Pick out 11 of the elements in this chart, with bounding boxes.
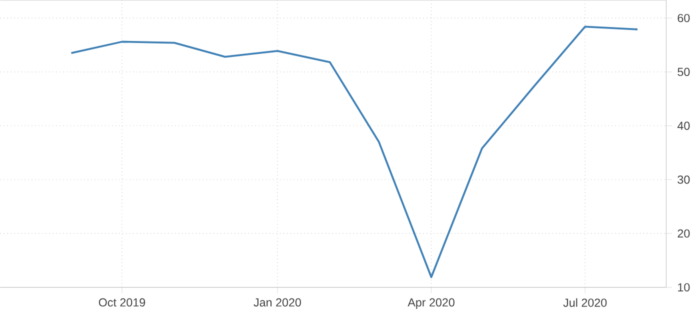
y-tick-label: 10 [678,283,690,292]
x-tick-label: Oct 2019 [98,298,146,307]
line-series [70,26,638,278]
y-tick-label: 20 [678,229,690,238]
x-tick-label: Apr 2020 [408,298,454,309]
x-tick-label: Jan 2020 [254,298,301,307]
y-tick-label: 50 [678,68,690,76]
y-tick-label: 40 [677,122,690,130]
y-tick-label: 30 [678,176,690,184]
x-tick-label: Jul 2020 [563,298,607,307]
y-tick-label: 60 [678,14,690,22]
